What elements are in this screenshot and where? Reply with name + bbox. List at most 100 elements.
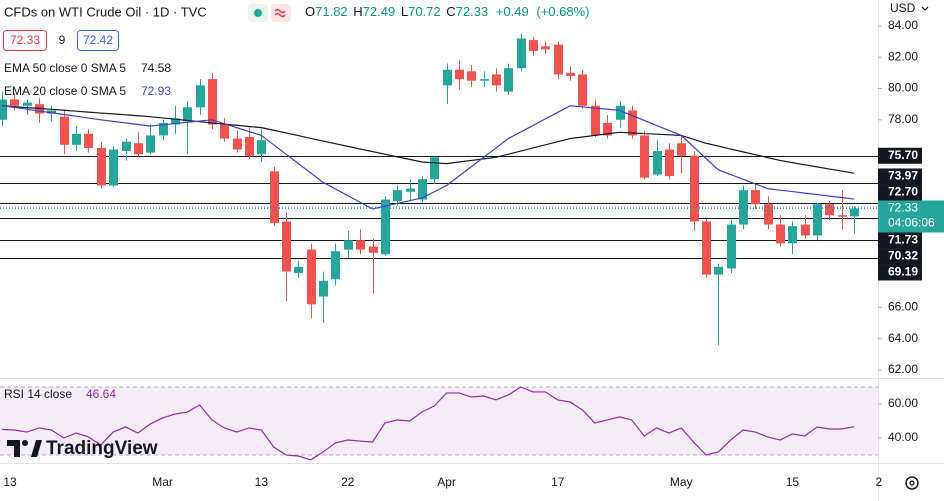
candle-body xyxy=(702,221,711,275)
candle-body xyxy=(146,135,155,153)
currency[interactable]: USD xyxy=(890,1,916,15)
ohlc-value: 72.33 xyxy=(456,4,489,19)
y-tick-label: 40.00 xyxy=(888,430,918,444)
candle-body xyxy=(344,240,353,250)
ohlc-value: 72.49 xyxy=(363,4,396,19)
candle-body xyxy=(47,110,56,114)
candle-body xyxy=(245,136,254,156)
logo-mark xyxy=(31,440,42,457)
y-tick-label: 60.00 xyxy=(888,396,918,410)
candle-body xyxy=(764,204,773,225)
price-pane xyxy=(0,33,878,346)
level-label-box xyxy=(878,264,922,281)
candle-body xyxy=(665,149,674,177)
level-label-box xyxy=(878,168,922,185)
candle-body xyxy=(109,149,118,186)
candle-body xyxy=(628,110,637,136)
ema-line xyxy=(1,105,855,174)
rsi-band xyxy=(0,386,878,455)
candle-body xyxy=(418,179,427,200)
candle-body xyxy=(788,226,797,244)
level-label: 70.32 xyxy=(888,249,918,263)
ohlc-legend: O71.82 H72.49 L70.72 C72.33 +0.49 (+0.68… xyxy=(305,4,589,19)
candle-body xyxy=(60,116,69,145)
candle-body xyxy=(159,122,168,136)
last-price-label: 72.33 xyxy=(888,201,918,215)
buy-price[interactable]: 72.42 xyxy=(83,33,113,47)
candle-body xyxy=(282,221,291,272)
indicator-legend: EMA 50 close 0 SMA 5 74.58 EMA 20 close … xyxy=(4,61,171,401)
rsi-line xyxy=(1,386,855,461)
candle-body xyxy=(257,140,266,155)
candle-body xyxy=(603,122,612,136)
x-tick-label: 13 xyxy=(255,475,269,489)
y-tick-label: 82.00 xyxy=(888,49,918,63)
candle-body xyxy=(838,215,847,217)
indicator-name[interactable]: EMA 50 close 0 SMA 5 xyxy=(4,61,126,75)
candle-body xyxy=(443,69,452,86)
candle-body xyxy=(850,208,859,217)
rsi-value: 46.64 xyxy=(86,387,116,401)
candle-body xyxy=(677,143,686,156)
change-percent: (+0.68%) xyxy=(536,4,589,19)
candle-body xyxy=(591,105,600,136)
settings-button[interactable] xyxy=(905,476,919,490)
candle-body xyxy=(467,71,476,81)
y-tick-label: 84.00 xyxy=(888,18,918,32)
candle-body xyxy=(171,118,180,125)
rsi-title[interactable]: RSI 14 close xyxy=(4,387,72,401)
level-label-box xyxy=(878,184,922,201)
settings-icon[interactable] xyxy=(909,480,915,486)
level-label: 75.70 xyxy=(888,148,918,162)
candle-body xyxy=(294,266,303,274)
sell-button[interactable] xyxy=(3,30,47,51)
candle-body xyxy=(640,135,649,178)
market-open-dot xyxy=(254,9,262,17)
data-delay-glyph xyxy=(274,8,286,18)
candle-body xyxy=(331,251,340,280)
brand-name: TradingView xyxy=(46,438,158,459)
level-label: 69.19 xyxy=(888,265,918,279)
candle-body xyxy=(319,280,328,297)
ema-line xyxy=(1,105,855,210)
indicator-value: 72.93 xyxy=(141,84,171,98)
level-label-box xyxy=(878,248,922,265)
candle-body xyxy=(97,147,106,186)
candle-body xyxy=(233,138,242,150)
candle-body xyxy=(801,224,810,236)
x-tick-label: 2 xyxy=(876,475,883,489)
indicator-name[interactable]: EMA 20 close 0 SMA 5 xyxy=(4,84,126,98)
candle-body xyxy=(690,155,699,222)
sell-price[interactable]: 72.33 xyxy=(10,33,40,47)
candle-body xyxy=(554,44,563,75)
candle-body xyxy=(270,171,279,224)
spread: 9 xyxy=(59,33,66,47)
buy-button[interactable] xyxy=(77,30,119,51)
candle-body xyxy=(369,246,378,253)
x-tick-label: 15 xyxy=(786,475,800,489)
y-tick-label: 66.00 xyxy=(888,300,918,314)
level-label: 71.73 xyxy=(888,233,918,247)
candle-body xyxy=(196,85,205,108)
candle-body xyxy=(714,266,723,275)
candle-body xyxy=(430,157,439,180)
data-delay-icon xyxy=(271,4,291,22)
x-tick-label: May xyxy=(670,475,693,489)
y-tick-label: 64.00 xyxy=(888,331,918,345)
candle-body xyxy=(122,141,131,152)
candle-body xyxy=(134,143,143,155)
candle-body xyxy=(84,133,93,148)
candle-body xyxy=(739,190,748,225)
currency-dropdown[interactable] xyxy=(921,6,929,11)
last-price-box xyxy=(878,200,944,233)
candle-body xyxy=(504,68,513,92)
settings-icon[interactable] xyxy=(905,476,919,490)
ohlc-value: 71.82 xyxy=(315,4,348,19)
logo-mark xyxy=(7,440,20,457)
y-tick-label: 80.00 xyxy=(888,81,918,95)
x-tick-label: 13 xyxy=(3,475,17,489)
candle-body xyxy=(776,224,785,244)
ohlc-prefix: L xyxy=(401,4,408,19)
candle-body xyxy=(492,74,501,86)
